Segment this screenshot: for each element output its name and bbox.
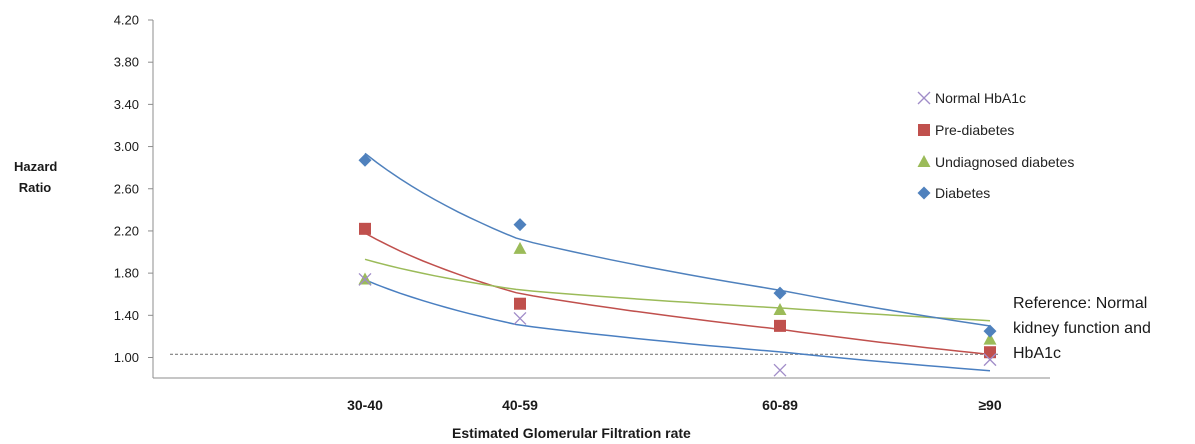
legend-marker — [918, 124, 930, 136]
y-tick-label: 1.00 — [114, 350, 139, 365]
marker-x — [358, 272, 372, 286]
marker-triangle — [513, 241, 527, 254]
marker-x — [773, 363, 787, 377]
y-tick-label: 2.20 — [114, 223, 139, 238]
legend-marker-square-icon — [918, 124, 930, 136]
marker-square — [359, 222, 371, 235]
legend-item: Pre-diabetes — [916, 120, 1014, 140]
x-axis-label: Estimated Glomerular Filtration rate — [452, 425, 691, 441]
legend-label: Undiagnosed diabetes — [935, 154, 1075, 170]
x-axis: 30-40 40-59 60-89 ≥90 — [153, 377, 1050, 413]
marker-triangle — [983, 332, 997, 345]
legend-marker — [917, 155, 931, 167]
marker-diamond — [983, 324, 997, 338]
reference-note: Reference: Normal kidney function and Hb… — [1013, 295, 1151, 362]
legend-label: Normal HbA1c — [935, 90, 1027, 106]
y-tick-label: 1.80 — [114, 266, 139, 281]
legend-label: Pre-diabetes — [935, 122, 1015, 138]
y-tick-label: 3.00 — [114, 139, 139, 154]
y-tick-label: 4.20 — [114, 13, 139, 28]
legend-marker — [917, 91, 931, 105]
trendline-normal-hba1c — [364, 279, 991, 372]
legend-marker-triangle-icon — [917, 155, 931, 167]
x-tick-label: 40-59 — [502, 397, 538, 413]
legend-item: Normal HbA1c — [916, 88, 1026, 108]
marker-triangle — [358, 272, 372, 285]
marker-diamond — [513, 218, 527, 232]
y-axis-label: Hazard Ratio — [14, 156, 58, 198]
x-tick-label: 60-89 — [762, 397, 798, 413]
trendlines — [364, 152, 991, 372]
marker-diamond — [358, 153, 372, 167]
legend-marker-diamond-icon — [917, 186, 931, 200]
legend-item: Diabetes — [916, 183, 990, 203]
legend-item: Undiagnosed diabetes — [916, 152, 1074, 172]
trendline-diabetes — [364, 152, 991, 327]
legend-marker — [917, 186, 931, 200]
marker-diamond — [773, 286, 787, 300]
trendline-pre-diabetes — [364, 232, 991, 356]
y-tick-label: 3.40 — [114, 97, 139, 112]
y-tick-label: 1.40 — [114, 308, 139, 323]
x-tick-label: 30-40 — [347, 397, 383, 413]
marker-square — [984, 346, 996, 359]
marker-square — [774, 319, 786, 332]
y-axis-label-line-2: Ratio — [18, 180, 52, 195]
legend-marker-x-icon — [917, 91, 931, 105]
trendline-undiagnosed-diabetes — [364, 258, 991, 322]
marker-x — [983, 353, 997, 367]
y-tick-label: 2.60 — [114, 181, 139, 196]
legend-label: Diabetes — [935, 185, 991, 201]
marker-x — [513, 312, 527, 325]
y-axis: 1.00 1.40 1.80 2.20 2.60 3.00 3.40 3.80 4.20 — [114, 13, 154, 378]
x-tick-label: ≥90 — [978, 397, 1001, 413]
y-axis-label-line-1: Hazard — [14, 159, 58, 174]
marker-triangle — [773, 303, 787, 316]
y-tick-label: 3.80 — [114, 55, 139, 70]
data-markers — [358, 153, 997, 377]
marker-square — [514, 297, 526, 310]
